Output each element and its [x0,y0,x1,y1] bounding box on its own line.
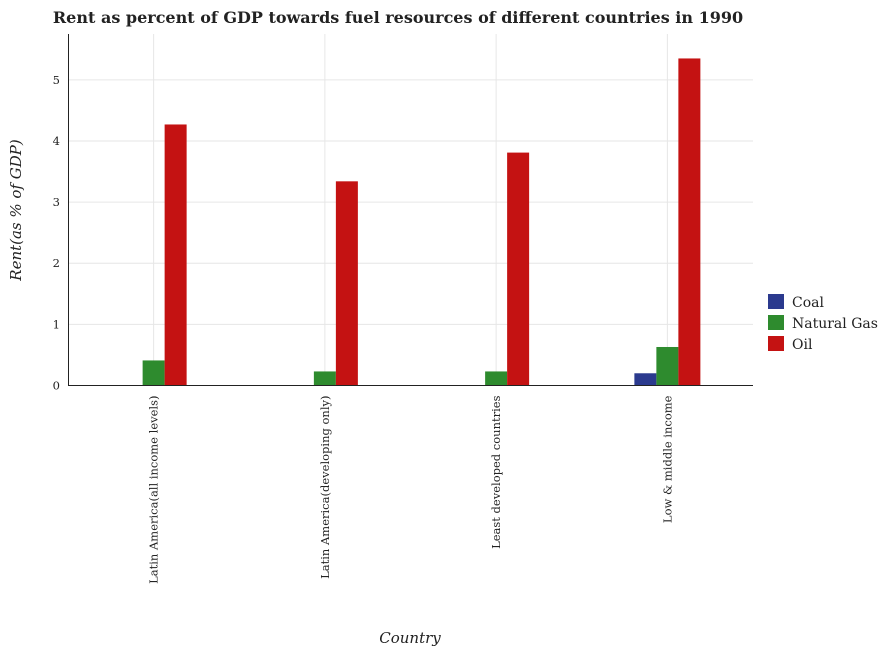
x-tick-label: Latin America(developing only) [318,396,332,579]
x-axis-label: Country [379,629,441,647]
y-tick-labels: 0 1 2 3 4 5 [53,73,60,393]
bar-oil [507,152,530,386]
bar-natural-gas [485,371,508,386]
y-tick-label: 4 [53,134,60,148]
legend-label: Natural Gas [792,316,878,332]
legend-swatch [768,315,784,330]
legend-label: Oil [792,337,813,353]
legend: Coal Natural Gas Oil [768,294,878,353]
x-tick-label: Least developed countries [489,395,503,549]
bar-oil [678,58,701,386]
bar-natural-gas [656,346,679,386]
bar-oil [335,181,358,386]
x-tick-labels: Latin America(all income levels) Latin Am… [147,395,675,584]
legend-swatch [768,336,784,351]
y-tick-label: 0 [53,379,60,393]
chart-title: Rent as percent of GDP towards fuel reso… [53,8,743,27]
y-tick-label: 5 [53,73,60,87]
legend-swatch [768,294,784,309]
x-tick-label: Latin America(all income levels) [147,396,161,584]
bar-natural-gas [313,371,336,386]
legend-label: Coal [792,295,824,311]
x-tick-label: Low & middle income [660,395,674,523]
y-tick-label: 3 [53,195,60,209]
y-tick-label: 1 [53,317,60,331]
y-tick-label: 2 [53,256,60,270]
y-axis-label: Rent(as % of GDP) [7,139,25,282]
bars [120,58,701,386]
bar-oil [164,124,187,386]
bar-coal [634,373,657,386]
bar-natural-gas [142,360,165,386]
